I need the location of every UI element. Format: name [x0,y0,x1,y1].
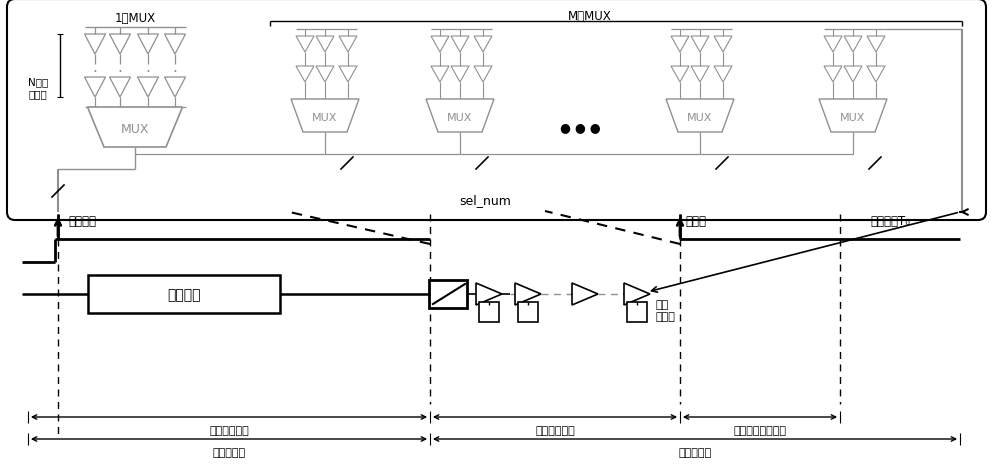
Polygon shape [515,283,541,306]
Text: M个MUX: M个MUX [568,10,612,22]
Text: 可变电压域: 可变电压域 [212,447,246,457]
Text: N个延
时单元: N个延 时单元 [28,77,48,99]
Text: 测量辅助延时区域: 测量辅助延时区域 [734,425,786,435]
Text: MUX: MUX [312,113,338,123]
Text: ·: · [118,64,122,79]
Polygon shape [476,283,502,306]
Text: 固定电压域: 固定电压域 [678,447,712,457]
Bar [479,302,499,322]
Text: 采样
触发器: 采样 触发器 [655,299,675,321]
Text: sel_num: sel_num [459,194,511,207]
Bar [429,280,467,308]
Text: ● ● ●: ● ● ● [560,121,600,134]
Polygon shape [572,283,598,306]
Text: MUX: MUX [840,113,866,123]
Bar [88,276,280,313]
Polygon shape [819,100,887,133]
Text: MUX: MUX [687,113,713,123]
Text: 延时单元T₀: 延时单元T₀ [870,215,910,228]
Text: 参考时钟: 参考时钟 [68,215,96,228]
Text: MUX: MUX [447,113,473,123]
Polygon shape [666,100,734,133]
Polygon shape [426,100,494,133]
Text: 阈值位: 阈值位 [685,215,706,228]
Bar [518,302,538,322]
Text: 复制路径: 复制路径 [167,288,201,301]
Text: 固定延时区域: 固定延时区域 [535,425,575,435]
Polygon shape [624,283,650,306]
Text: ·: · [146,64,150,79]
Bar [627,302,647,322]
Text: 1个MUX: 1个MUX [114,11,156,24]
Polygon shape [291,100,359,133]
Text: ·: · [93,64,97,79]
Text: 可变延时区域: 可变延时区域 [209,425,249,435]
Text: MUX: MUX [121,123,149,136]
Text: ·: · [173,64,177,79]
Polygon shape [88,108,182,148]
FancyBboxPatch shape [7,0,986,220]
